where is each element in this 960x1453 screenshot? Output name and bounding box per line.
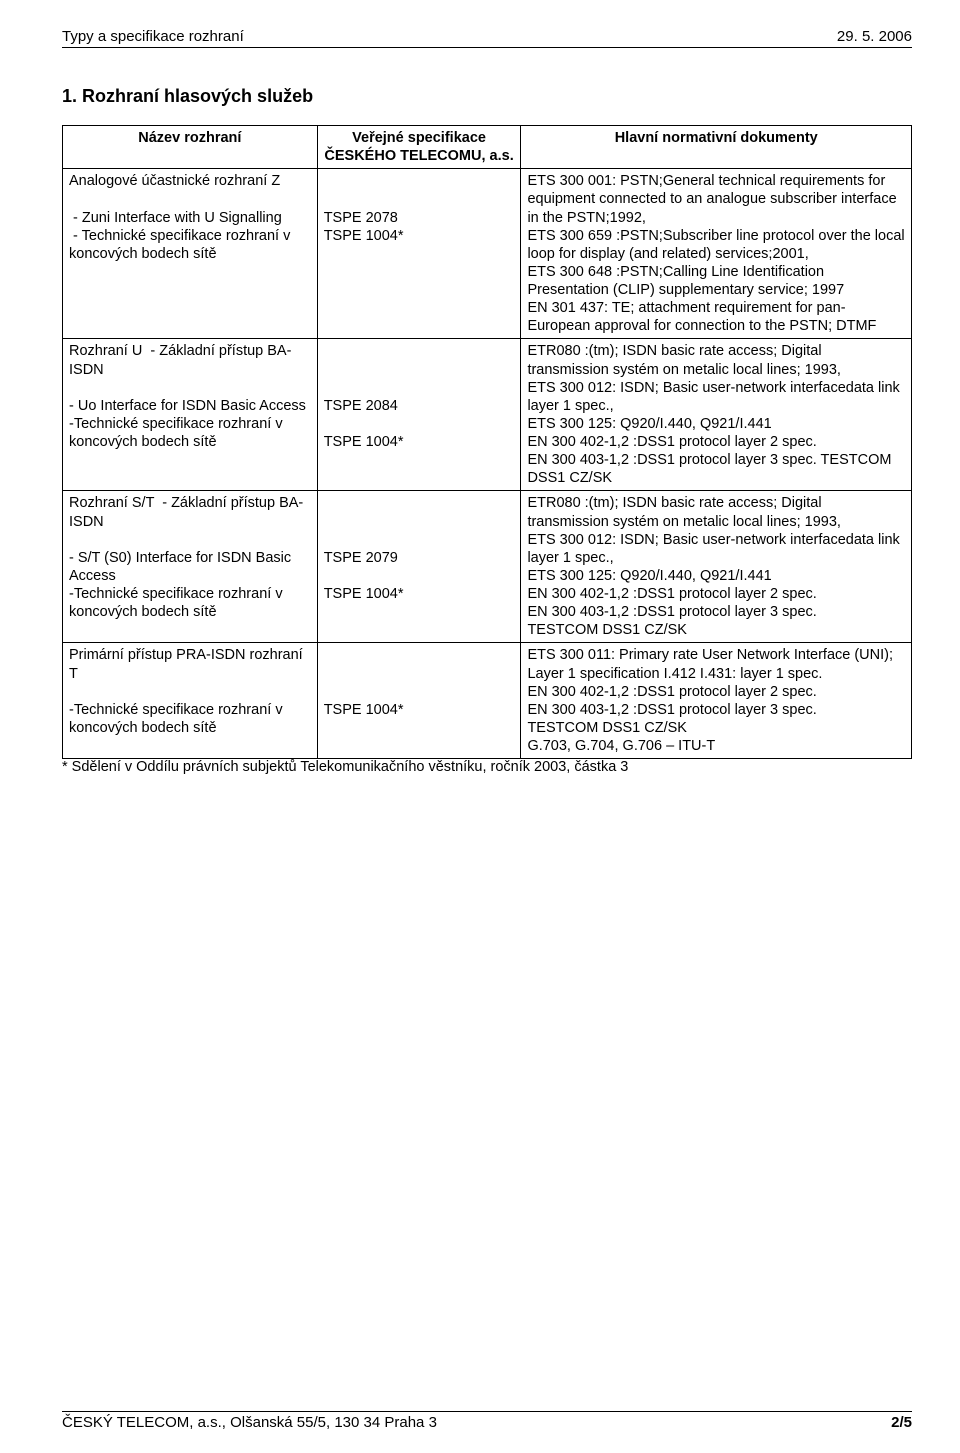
cell-docs: ETS 300 001: PSTN;General technical requ…: [521, 169, 912, 339]
footnote: * Sdělení v Oddílu právních subjektů Tel…: [62, 759, 912, 775]
table-row: Rozhraní S/T - Základní přístup BA-ISDN …: [63, 491, 912, 643]
cell-spec: TSPE 2084 TSPE 1004*: [317, 339, 521, 491]
cell-spec: TSPE 1004*: [317, 643, 521, 759]
spec-table: Název rozhraní Veřejné specifikace ČESKÉ…: [62, 125, 912, 759]
cell-name: Rozhraní S/T - Základní přístup BA-ISDN …: [63, 491, 318, 643]
col-header-docs: Hlavní normativní dokumenty: [521, 126, 912, 169]
table-row: Rozhraní U - Základní přístup BA-ISDN - …: [63, 339, 912, 491]
table-row: Primární přístup PRA-ISDN rozhraní T -Te…: [63, 643, 912, 759]
cell-docs: ETR080 :(tm); ISDN basic rate access; Di…: [521, 491, 912, 643]
doc-date: 29. 5. 2006: [837, 28, 912, 45]
doc-title: Typy a specifikace rozhraní: [62, 28, 244, 45]
cell-name: Analogové účastnické rozhraní Z - Zuni I…: [63, 169, 318, 339]
cell-docs: ETS 300 011: Primary rate User Network I…: [521, 643, 912, 759]
page: Typy a specifikace rozhraní 29. 5. 2006 …: [0, 0, 960, 1453]
page-number: 2/5: [891, 1414, 912, 1431]
cell-name: Primární přístup PRA-ISDN rozhraní T -Te…: [63, 643, 318, 759]
cell-docs: ETR080 :(tm); ISDN basic rate access; Di…: [521, 339, 912, 491]
table-header-row: Název rozhraní Veřejné specifikace ČESKÉ…: [63, 126, 912, 169]
page-footer: ČESKÝ TELECOM, a.s., Olšanská 55/5, 130 …: [62, 1411, 912, 1431]
col-header-name: Název rozhraní: [63, 126, 318, 169]
cell-spec: TSPE 2078 TSPE 1004*: [317, 169, 521, 339]
section-title: 1. Rozhraní hlasových služeb: [62, 86, 912, 107]
footer-left: ČESKÝ TELECOM, a.s., Olšanská 55/5, 130 …: [62, 1414, 437, 1431]
cell-name: Rozhraní U - Základní přístup BA-ISDN - …: [63, 339, 318, 491]
cell-spec: TSPE 2079 TSPE 1004*: [317, 491, 521, 643]
col-header-spec: Veřejné specifikace ČESKÉHO TELECOMU, a.…: [317, 126, 521, 169]
page-header: Typy a specifikace rozhraní 29. 5. 2006: [62, 28, 912, 48]
table-row: Analogové účastnické rozhraní Z - Zuni I…: [63, 169, 912, 339]
